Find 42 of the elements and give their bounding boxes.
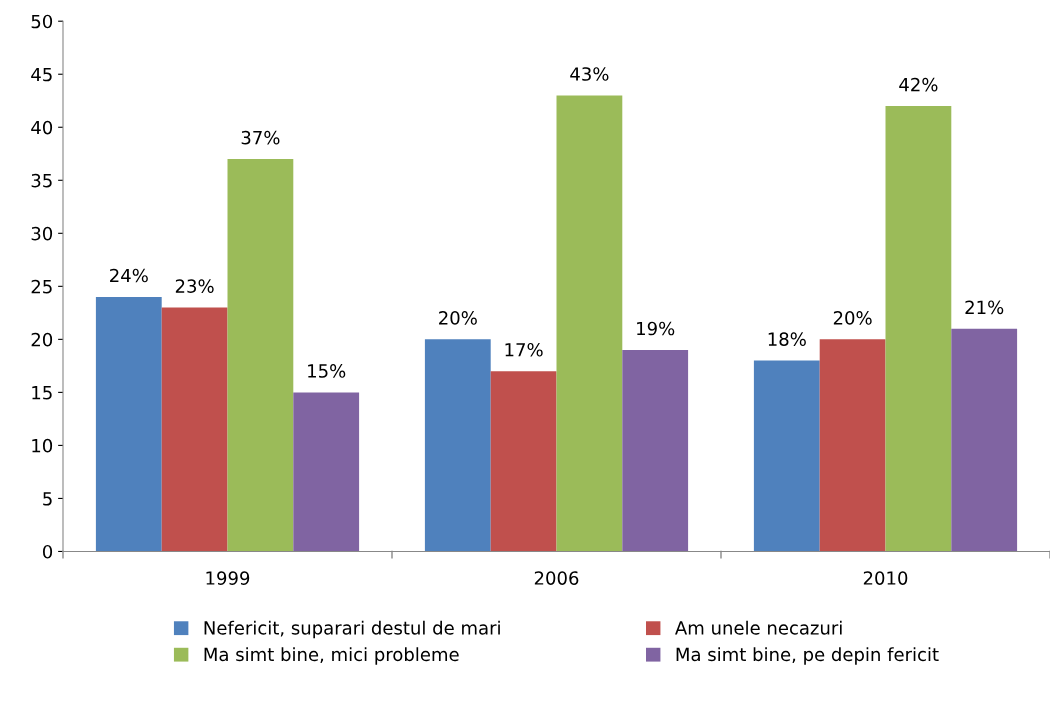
data-label: 21% bbox=[965, 300, 1004, 315]
bar bbox=[556, 95, 623, 552]
bar bbox=[622, 349, 689, 552]
y-tick-label: 50 bbox=[31, 14, 53, 29]
x-tick-label: 1999 bbox=[206, 571, 250, 585]
legend-label: Nefericit, suparari destul de mari bbox=[204, 620, 500, 639]
bar bbox=[490, 371, 557, 552]
y-tick-label: 0 bbox=[42, 544, 53, 559]
data-label: 42% bbox=[899, 77, 938, 92]
x-tick-label: 2006 bbox=[534, 571, 579, 585]
legend-label: Ma simt bine, mici probleme bbox=[204, 647, 459, 665]
bar bbox=[424, 339, 491, 552]
bar bbox=[819, 339, 886, 552]
data-label: 24% bbox=[110, 268, 148, 283]
legend-label: Ma simt bine, pe depin fericit bbox=[676, 647, 939, 665]
y-tick-label: 5 bbox=[43, 492, 52, 506]
y-tick-label: 20 bbox=[31, 332, 53, 347]
y-tick-label: 45 bbox=[31, 67, 52, 82]
data-label: 15% bbox=[308, 364, 346, 378]
data-label: 37% bbox=[241, 130, 280, 145]
y-tick-label: 30 bbox=[31, 226, 53, 241]
bar bbox=[951, 328, 1018, 552]
data-label: 19% bbox=[637, 321, 675, 336]
y-tick-label: 40 bbox=[31, 120, 53, 135]
bar bbox=[885, 106, 952, 552]
bar bbox=[293, 392, 360, 552]
x-tick-label: 2010 bbox=[863, 571, 908, 585]
bar bbox=[95, 296, 162, 552]
data-label: 18% bbox=[768, 332, 806, 346]
data-label: 17% bbox=[505, 342, 543, 357]
y-tick-label: 10 bbox=[32, 438, 53, 453]
bar bbox=[753, 360, 820, 552]
y-tick-label: 15 bbox=[32, 386, 52, 400]
data-label: 20% bbox=[439, 311, 477, 325]
bar bbox=[227, 159, 294, 552]
data-label: 20% bbox=[833, 311, 872, 325]
y-tick-label: 25 bbox=[31, 279, 52, 294]
y-tick-label: 35 bbox=[31, 173, 52, 188]
bar bbox=[161, 307, 228, 552]
legend-label: Am unele necazuri bbox=[675, 620, 842, 635]
data-label: 43% bbox=[570, 67, 609, 81]
data-label: 23% bbox=[175, 279, 214, 293]
